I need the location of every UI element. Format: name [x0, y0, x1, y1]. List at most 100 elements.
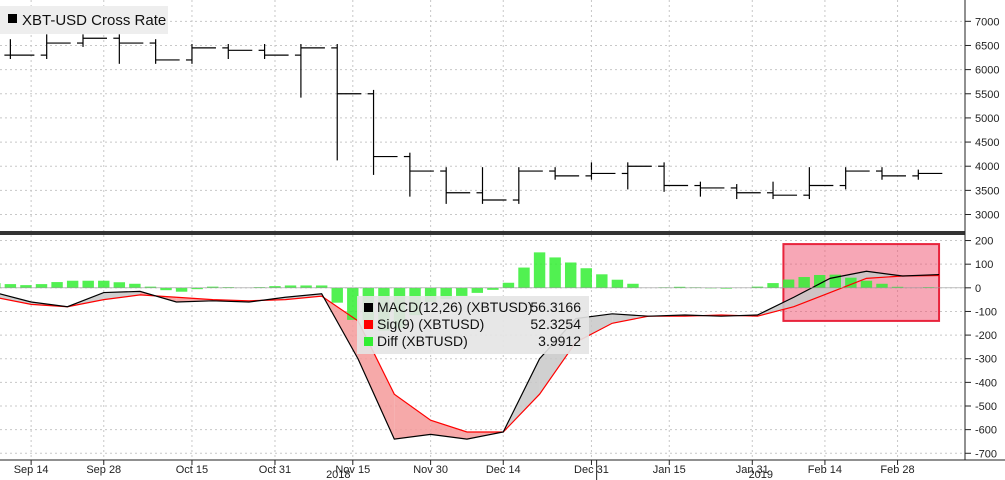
price-legend-swatch — [8, 14, 17, 23]
price-bar — [694, 181, 725, 197]
year-label: 2018 — [326, 469, 350, 480]
diff-bar — [51, 282, 63, 288]
price-legend: XBT-USD Cross Rate — [0, 6, 168, 34]
macd-tick-label: 100 — [975, 259, 993, 271]
price-title: XBT-USD Cross Rate — [22, 12, 166, 29]
price-bar — [767, 181, 798, 200]
diff-bar — [98, 280, 110, 288]
macd-signal-fill-segment — [394, 394, 431, 440]
diff-bar — [720, 287, 733, 289]
price-bar — [149, 39, 180, 64]
diff-bar — [35, 284, 48, 288]
price-tick-label: 6500 — [975, 40, 999, 52]
x-tick-label: Sep 28 — [86, 464, 121, 476]
diff-bar — [487, 287, 499, 290]
diff-bar — [222, 287, 234, 288]
diff-bar — [0, 283, 1, 288]
diff-bar — [175, 287, 188, 292]
diff-bar — [611, 279, 624, 288]
diff-bar — [207, 286, 219, 288]
diff-bar — [751, 286, 764, 288]
price-legend-bg — [0, 6, 168, 34]
price-bar — [40, 34, 71, 59]
diff-bar — [922, 287, 935, 288]
macd-legend: MACD(12,26) (XBTUSD) 56.3166 Sig(9) (XBT… — [357, 296, 589, 354]
x-grid — [30, 0, 899, 460]
price-bar — [222, 44, 253, 59]
price-bar — [803, 167, 834, 200]
price-bar — [331, 44, 362, 161]
diff-bar — [891, 286, 904, 288]
x-tick-label: Feb 14 — [808, 464, 842, 476]
macd-tick-label: -600 — [975, 425, 997, 437]
legend-swatch-diff — [364, 337, 373, 346]
legend-label-diff: Diff (XBTUSD) — [377, 333, 468, 349]
price-tick-label: 5000 — [975, 113, 999, 125]
macd-signal-fill-segment — [430, 420, 467, 440]
price-bar — [476, 167, 507, 204]
diff-bar — [331, 287, 343, 303]
price-bar — [621, 162, 652, 190]
price-tick-label: 5500 — [975, 89, 999, 101]
diff-bar — [876, 283, 888, 288]
x-tick-label: Oct 15 — [176, 464, 208, 476]
legend-swatch-sig — [364, 320, 373, 329]
diff-bar — [580, 268, 592, 288]
diff-bar — [860, 280, 873, 288]
price-bar — [839, 167, 870, 190]
diff-bar — [347, 287, 359, 320]
diff-bar — [456, 287, 468, 296]
diff-bar — [129, 283, 141, 288]
macd-tick-label: -200 — [975, 330, 997, 342]
diff-bar — [284, 285, 297, 288]
diff-bar — [160, 287, 172, 291]
price-tick-label: 3500 — [975, 185, 999, 197]
signal-line — [0, 274, 940, 433]
x-tick-label: Nov 15 — [335, 464, 370, 476]
price-bar — [403, 152, 434, 197]
diff-bar — [144, 286, 157, 288]
diff-bar — [627, 283, 639, 288]
diff-bar — [596, 274, 608, 288]
price-bar — [658, 162, 689, 192]
price-tick-label: 7000 — [975, 16, 999, 28]
macd-y-axis: -700 -600 -500 -400 -300 -200 -100 0 100 200 — [965, 236, 997, 460]
x-tick-label: Sep 14 — [14, 464, 49, 476]
diff-bar — [269, 286, 281, 288]
price-bar — [912, 169, 943, 180]
x-tick-label: Nov 30 — [413, 464, 448, 476]
diff-bar — [814, 274, 826, 288]
x-tick-label: Jan 15 — [653, 464, 686, 476]
diff-bar — [673, 286, 686, 288]
price-bar — [730, 184, 761, 200]
diff-bar — [300, 285, 312, 288]
diff-bar — [4, 284, 17, 288]
x-tick-label: Dec 14 — [486, 464, 521, 476]
diff-bar — [533, 252, 546, 288]
diff-bar — [191, 287, 203, 290]
macd-tick-label: 0 — [975, 283, 981, 295]
diff-bar — [20, 285, 32, 288]
panel-divider — [0, 231, 965, 235]
diff-bar — [440, 287, 452, 299]
legend-label-sig: Sig(9) (XBTUSD) — [377, 316, 484, 332]
diff-bar — [471, 287, 484, 293]
legend-value-sig: 52.3254 — [530, 316, 581, 332]
diff-bar — [113, 282, 126, 288]
macd-tick-label: -400 — [975, 377, 997, 389]
macd-lines — [0, 270, 965, 440]
diff-bar — [253, 287, 266, 288]
diff-bar — [798, 277, 810, 288]
price-bars — [4, 34, 943, 204]
diff-bar — [845, 277, 857, 288]
diff-bar — [549, 257, 561, 288]
macd-tick-label: 200 — [975, 236, 993, 248]
diff-bar — [315, 285, 328, 288]
diff-bar — [564, 262, 577, 288]
legend-value-macd: 56.3166 — [530, 299, 581, 315]
x-tick-label: Oct 31 — [259, 464, 291, 476]
price-bar — [367, 89, 398, 175]
macd-signal-fill-segment — [103, 291, 141, 300]
price-bar — [512, 167, 543, 204]
